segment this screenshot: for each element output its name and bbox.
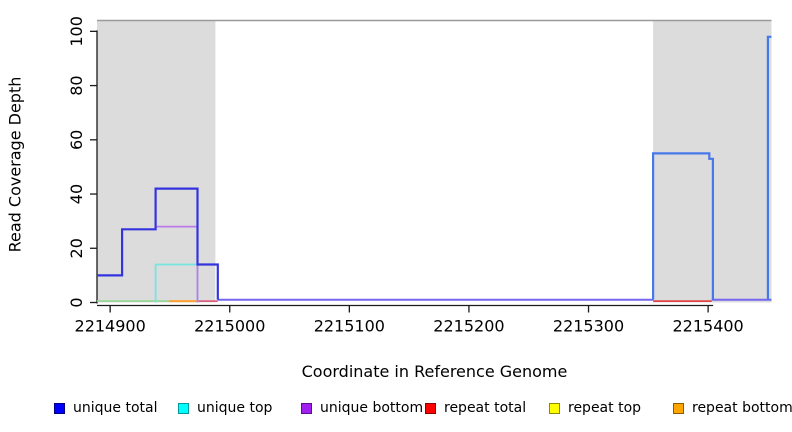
chart-legend: unique total unique top unique bottom repea… [0,399,792,423]
legend-label: repeat bottom [692,400,792,416]
legend-label: unique total [73,400,158,416]
legend-label: unique top [197,400,273,416]
legend-item-repeat-bottom: repeat bottom [673,399,792,417]
legend-label: unique bottom [320,400,424,416]
legend-item-unique-total: unique total [54,399,157,417]
x-tick-label: 2215400 [672,317,743,336]
y-tick-label: 80 [67,75,86,95]
legend-swatch-icon [178,402,189,414]
series-unique-total-right-spike [766,35,772,300]
legend-swatch-icon [425,402,436,414]
legend-swatch-icon [549,402,560,414]
y-tick-label: 60 [67,130,86,150]
legend-item-unique-bottom: unique bottom [301,399,423,417]
series-unique-total-left [97,187,219,300]
legend-item-repeat-top: repeat top [549,399,641,417]
legend-swatch-icon [301,402,312,414]
x-axis-title: Coordinate in Reference Genome [301,362,568,381]
x-tick-label: 2214900 [75,317,146,336]
legend-label: repeat total [444,400,527,416]
x-tick-label: 2215000 [194,317,265,336]
legend-swatch-icon [54,402,65,414]
y-tick-label: 40 [67,184,86,204]
legend-swatch-icon [673,402,684,414]
legend-label: repeat top [568,400,642,416]
y-tick-label: 100 [67,16,86,47]
y-axis-title: Read Coverage Depth [5,76,25,253]
x-tick-label: 2215300 [553,317,624,336]
y-tick-label: 0 [67,297,86,307]
legend-item-repeat-total: repeat total [425,399,526,417]
legend-item-unique-top: unique top [178,399,272,417]
repeat-region-left [97,20,216,303]
series-unique-total-right [651,152,715,300]
x-tick-label: 2215100 [314,317,385,336]
y-tick-label: 20 [67,238,86,258]
x-tick-label: 2215200 [433,317,504,336]
